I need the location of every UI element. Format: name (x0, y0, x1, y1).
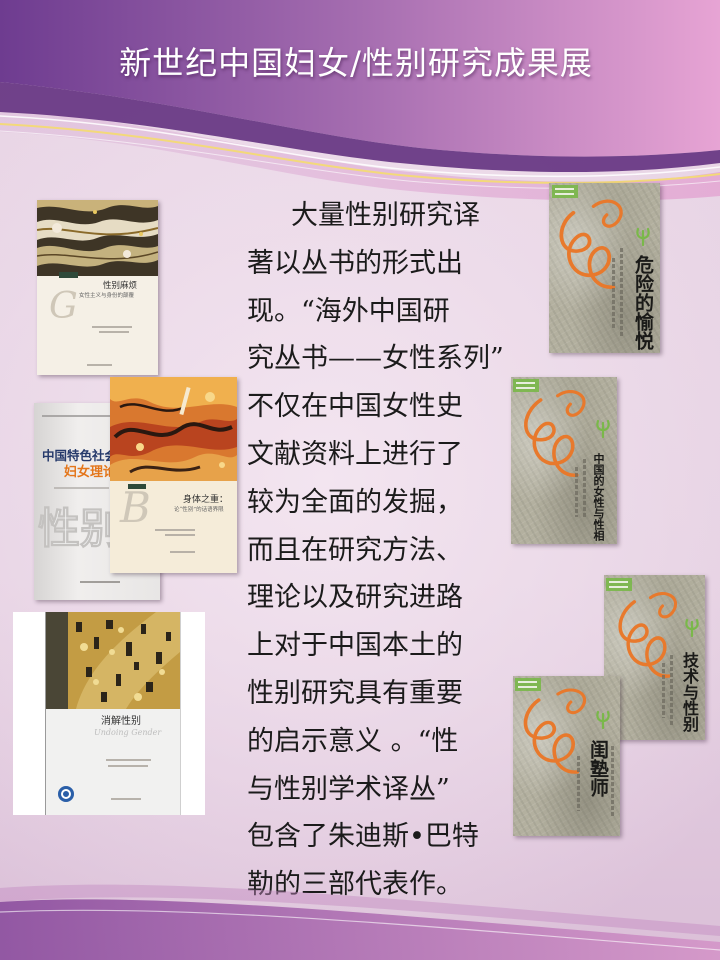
book-subtitle: 女性主义与身份的颠覆 (79, 293, 135, 299)
book-title: 技术与性别 (680, 652, 699, 732)
cover-face: 消解性别 Undoing Gender (45, 612, 181, 815)
book-cover-bodies-that-matter: 身体之重： 论“性别”的话语界限 B (110, 377, 237, 573)
cover-monogram: B (120, 483, 151, 532)
orange-swirl (559, 199, 623, 289)
series-label (515, 678, 541, 691)
book-title: 身体之重： (183, 495, 229, 505)
series-title-line1: 中国特色社会 (42, 448, 118, 463)
author-line (108, 765, 148, 767)
cover-monogram: G (49, 286, 78, 327)
book-title: 危险的愉悦 (632, 255, 654, 350)
footer-white-line (0, 909, 720, 951)
vertical-subtitle-line (670, 655, 673, 725)
orange-swirl (524, 390, 586, 477)
leaf-logo-icon (685, 618, 699, 638)
orange-swirl (523, 688, 587, 774)
series-tag (128, 484, 146, 489)
book-cover-dangerous-pleasures: 危险的愉悦 (549, 183, 660, 353)
cover-painting (37, 200, 158, 276)
body-line: 大量性别研究译 (291, 200, 480, 231)
body-line: 著以丛书的形式出 (247, 247, 463, 279)
body-line: 勒的三部代表作。 (247, 869, 463, 901)
body-line: 的启示意义 。“性 (247, 725, 459, 757)
publisher-line (170, 551, 195, 553)
author-line (155, 529, 195, 531)
body-line: 与性别学术译丛” (247, 773, 450, 805)
book-cover-women-and-sexuality: 中国的女性与性相 (511, 377, 617, 544)
footer-fill (0, 899, 720, 960)
body-line: 不仅在中国女性史 (247, 391, 463, 423)
body-line: 性别研究具有重要 (247, 677, 463, 709)
vertical-subtitle-line (575, 467, 578, 517)
vertical-subtitle-line (583, 459, 586, 519)
book-cover-inner-chamber-teachers: 闺塾师 (513, 676, 620, 836)
cover-watermark: 性别 (37, 504, 123, 554)
series-label (606, 578, 632, 591)
body-line: 理论以及研究进路 (247, 582, 463, 614)
series-header-line (42, 415, 112, 417)
header-gold-line (0, 123, 720, 184)
book-title: 闺塾师 (587, 740, 609, 797)
body-line: 现。“海外中国研 (247, 295, 450, 327)
footer-light-band (0, 884, 720, 936)
book-title: 中国的女性与性相 (592, 453, 605, 541)
leaf-logo-icon (636, 227, 650, 247)
book-subtitle-script: Undoing Gender (94, 728, 162, 737)
body-paragraph: 大量性别研究译 著以丛书的形式出 现。“海外中国研 究丛书——女性系列” 不仅在… (247, 192, 515, 909)
series-label (513, 379, 539, 392)
slide-title: 新世纪中国妇女/性别研究成果展 (119, 44, 593, 82)
orange-swirl (618, 592, 677, 678)
author-line (54, 487, 109, 489)
header-wave-banner (0, 0, 720, 200)
publisher-line (111, 798, 141, 800)
vertical-subtitle-line (577, 756, 580, 811)
cover-painting (46, 612, 180, 709)
author-line (165, 534, 195, 536)
publisher-logo-icon (58, 786, 74, 802)
book-subtitle: 论“性别”的话语界限 (174, 507, 224, 513)
book-cover-undoing-gender: 消解性别 Undoing Gender (13, 612, 205, 815)
header-white-line (0, 115, 720, 178)
vertical-subtitle-line (662, 663, 665, 718)
cover-painting (110, 377, 237, 481)
vertical-subtitle-line (611, 746, 614, 816)
book-title: 消解性别 (101, 716, 141, 727)
publisher-line (87, 364, 112, 366)
publisher-line (80, 581, 120, 583)
leaf-logo-icon (596, 710, 610, 730)
vertical-subtitle-line (620, 248, 623, 338)
series-label (552, 185, 578, 198)
book-title: 性别麻烦 (103, 281, 138, 291)
body-line: 包含了朱迪斯•巴特 (247, 821, 479, 853)
footer-wave (0, 884, 720, 960)
author-line (92, 326, 132, 328)
header-background (0, 0, 720, 157)
series-tag (59, 272, 78, 278)
body-line: 上对于中国本土的 (247, 630, 463, 662)
body-line: 文献资料上进行了 (247, 438, 463, 470)
book-cover-technology-and-gender: 技术与性别 (604, 575, 705, 740)
body-line: 较为全面的发掘， (247, 486, 463, 518)
leaf-logo-icon (596, 419, 610, 439)
body-line: 究丛书——女性系列” (247, 343, 504, 375)
author-line (106, 759, 151, 761)
book-cover-gender-trouble: 性别麻烦 女性主义与身份的颠覆 G (37, 200, 158, 375)
author-line (99, 331, 129, 333)
header-purple-band (0, 82, 720, 173)
body-line: 而且在研究方法、 (247, 534, 463, 566)
vertical-subtitle-line (612, 258, 615, 328)
